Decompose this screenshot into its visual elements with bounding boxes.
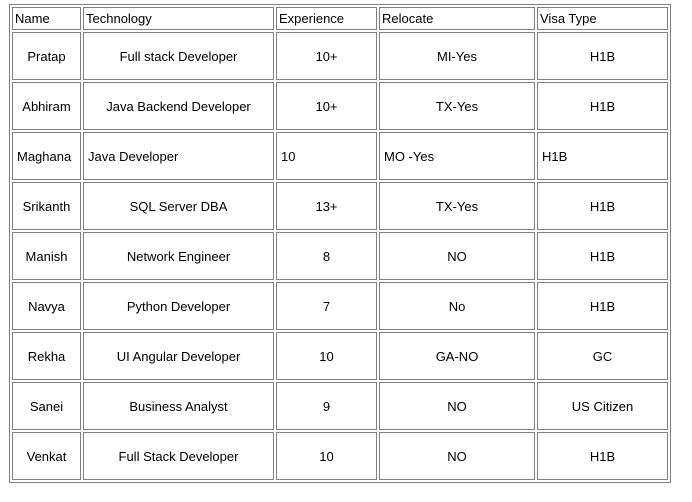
cell-experience: 13+ — [276, 182, 377, 230]
cell-visa: H1B — [537, 432, 668, 480]
cell-experience: 10 — [276, 432, 377, 480]
cell-relocate: No — [379, 282, 535, 330]
cell-relocate: GA-NO — [379, 332, 535, 380]
cell-visa: H1B — [537, 32, 668, 80]
cell-experience: 8 — [276, 232, 377, 280]
cell-experience: 9 — [276, 382, 377, 430]
cell-visa: GC — [537, 332, 668, 380]
cell-visa: US Citizen — [537, 382, 668, 430]
cell-name: Maghana — [12, 132, 81, 180]
cell-name: Venkat — [12, 432, 81, 480]
table-row: Rekha UI Angular Developer 10 GA-NO GC — [12, 332, 668, 380]
cell-experience: 7 — [276, 282, 377, 330]
table-row: Venkat Full Stack Developer 10 NO H1B — [12, 432, 668, 480]
cell-technology: Java Backend Developer — [83, 82, 274, 130]
cell-technology: UI Angular Developer — [83, 332, 274, 380]
cell-name: Srikanth — [12, 182, 81, 230]
cell-relocate: TX-Yes — [379, 182, 535, 230]
candidates-table: Name Technology Experience Relocate Visa… — [9, 4, 671, 483]
cell-technology: Full stack Developer — [83, 32, 274, 80]
header-technology: Technology — [83, 7, 274, 30]
cell-technology: Python Developer — [83, 282, 274, 330]
header-row: Name Technology Experience Relocate Visa… — [12, 7, 668, 30]
table-row: Srikanth SQL Server DBA 13+ TX-Yes H1B — [12, 182, 668, 230]
cell-experience: 10 — [276, 132, 377, 180]
cell-visa: H1B — [537, 182, 668, 230]
cell-visa: H1B — [537, 132, 668, 180]
table-row: Manish Network Engineer 8 NO H1B — [12, 232, 668, 280]
table-row: Abhiram Java Backend Developer 10+ TX-Ye… — [12, 82, 668, 130]
cell-relocate: NO — [379, 232, 535, 280]
cell-technology: Business Analyst — [83, 382, 274, 430]
cell-relocate: TX-Yes — [379, 82, 535, 130]
header-relocate: Relocate — [379, 7, 535, 30]
cell-name: Abhiram — [12, 82, 81, 130]
table-row: Pratap Full stack Developer 10+ MI-Yes H… — [12, 32, 668, 80]
cell-technology: Java Developer — [83, 132, 274, 180]
cell-relocate: NO — [379, 432, 535, 480]
table-row: Maghana Java Developer 10 MO -Yes H1B — [12, 132, 668, 180]
table-row: Sanei Business Analyst 9 NO US Citizen — [12, 382, 668, 430]
cell-visa: H1B — [537, 232, 668, 280]
cell-technology: Network Engineer — [83, 232, 274, 280]
cell-relocate: MI-Yes — [379, 32, 535, 80]
cell-technology: SQL Server DBA — [83, 182, 274, 230]
cell-experience: 10+ — [276, 82, 377, 130]
cell-name: Pratap — [12, 32, 81, 80]
header-visa-type: Visa Type — [537, 7, 668, 30]
cell-name: Sanei — [12, 382, 81, 430]
cell-name: Rekha — [12, 332, 81, 380]
cell-experience: 10+ — [276, 32, 377, 80]
cell-visa: H1B — [537, 82, 668, 130]
cell-relocate: MO -Yes — [379, 132, 535, 180]
cell-name: Navya — [12, 282, 81, 330]
cell-technology: Full Stack Developer — [83, 432, 274, 480]
cell-name: Manish — [12, 232, 81, 280]
cell-visa: H1B — [537, 282, 668, 330]
cell-experience: 10 — [276, 332, 377, 380]
header-experience: Experience — [276, 7, 377, 30]
cell-relocate: NO — [379, 382, 535, 430]
table-row: Navya Python Developer 7 No H1B — [12, 282, 668, 330]
header-name: Name — [12, 7, 81, 30]
